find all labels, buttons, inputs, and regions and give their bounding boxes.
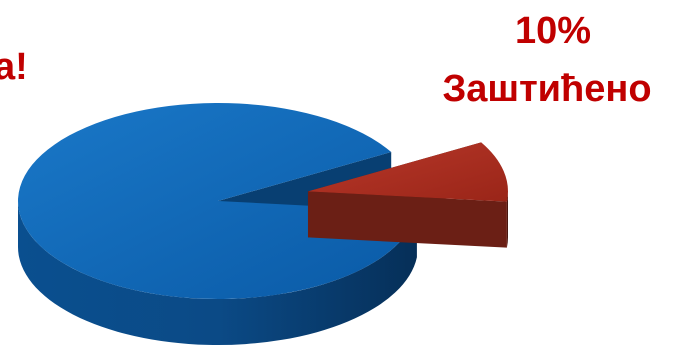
pie-slice-other <box>18 103 417 300</box>
pie-slice-protected-side-0 <box>506 191 508 248</box>
pie-slice-protected-cut-1 <box>307 191 507 248</box>
pie-slice-protected <box>307 142 508 202</box>
other-label-tail: а! <box>0 46 28 88</box>
protected-category-label: Заштићено <box>442 68 652 110</box>
protected-percent-label: 10% <box>514 10 592 52</box>
pie-slice-other-side-0 <box>18 201 417 346</box>
